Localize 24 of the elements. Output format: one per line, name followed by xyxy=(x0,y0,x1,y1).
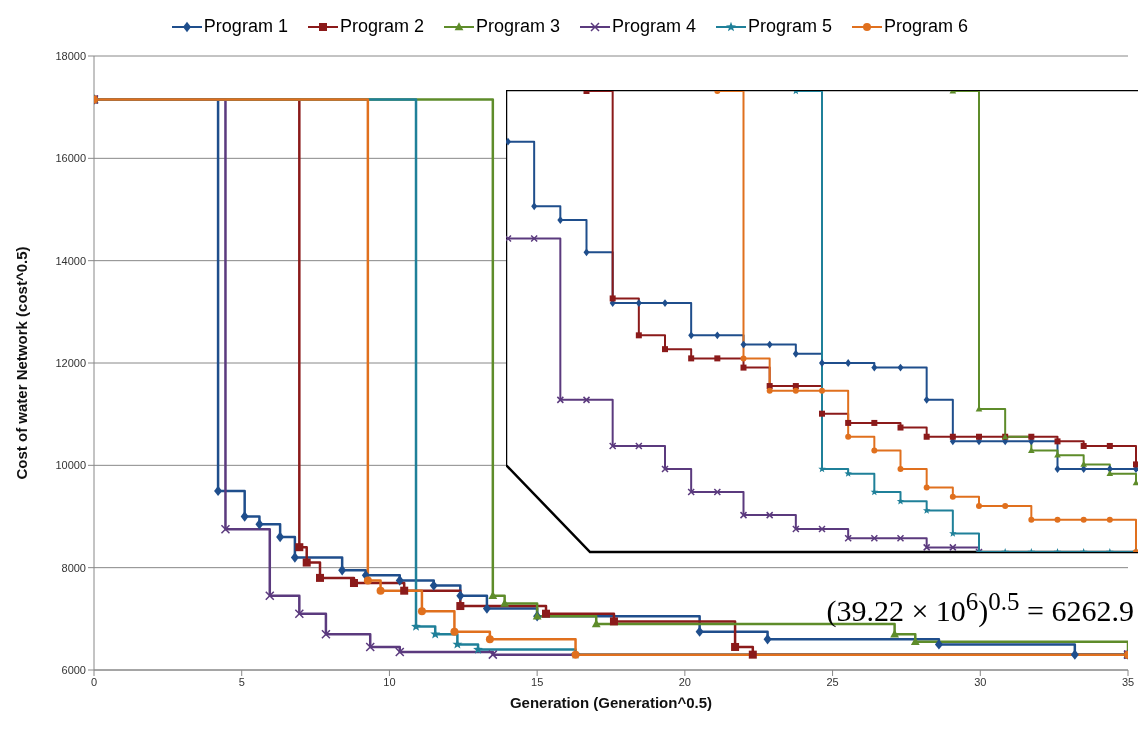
x-tick-label: 25 xyxy=(826,675,839,688)
y-tick-label: 16000 xyxy=(55,152,86,165)
x-tick-label: 10 xyxy=(383,675,396,688)
y-tick-label: 10000 xyxy=(55,459,86,472)
annotation: (39.22 × 10$^{6}$)$^{0.5}$ = 6262.9 xyxy=(826,588,1134,628)
x-tick-label: 0 xyxy=(90,675,98,688)
x-tick-label: 20 xyxy=(678,675,691,688)
x-tick-label: 15 xyxy=(531,675,544,688)
x-tick-label: 30 xyxy=(974,675,987,688)
x-tick-label: 5 xyxy=(238,675,245,688)
legend-label: Program 2 xyxy=(339,16,424,37)
legend-label: Program 5 xyxy=(748,16,833,37)
y-axis-title: Cost of water Network (cost^0.5) xyxy=(13,246,31,480)
legend-label: Program 4 xyxy=(612,16,697,37)
y-tick-label: 14000 xyxy=(55,254,86,267)
legend-label: Program 3 xyxy=(475,16,560,37)
y-tick-label: 18000 xyxy=(55,49,86,62)
legend-label: Program 1 xyxy=(203,16,288,37)
legend-label: Program 6 xyxy=(884,16,969,37)
y-tick-label: 6000 xyxy=(61,663,86,676)
x-axis-title: Generation (Generation^0.5) xyxy=(509,694,713,711)
x-tick-label: 35 xyxy=(1121,675,1135,688)
y-tick-label: 8000 xyxy=(61,561,86,574)
y-tick-label: 12000 xyxy=(55,356,86,369)
